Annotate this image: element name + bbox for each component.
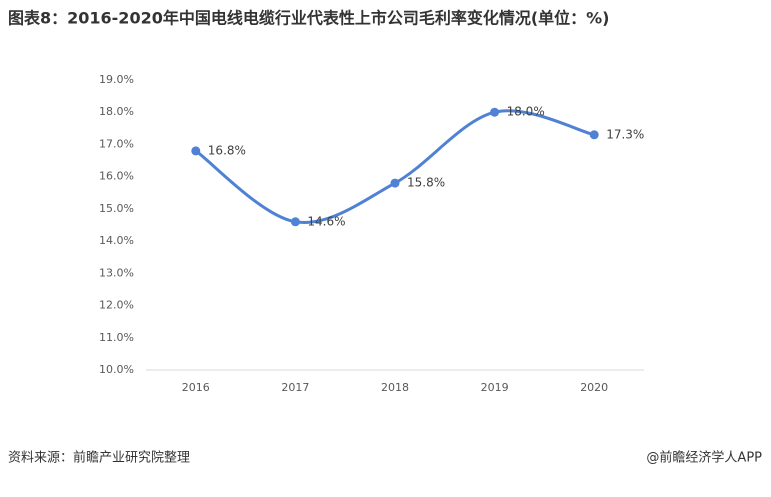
data-label: 18.0% — [507, 105, 545, 119]
source: 资料来源：前瞻产业研究院整理 — [8, 450, 190, 466]
y-tick-label: 18.0% — [99, 105, 134, 118]
x-tick-label: 2016 — [182, 381, 210, 394]
x-tick-label: 2019 — [481, 381, 509, 394]
y-tick-label: 14.0% — [99, 234, 134, 247]
line — [194, 109, 595, 224]
y-tick-label: 17.0% — [99, 137, 134, 150]
x-tick-label: 2020 — [580, 381, 608, 394]
y-tick-label: 19.0% — [99, 73, 134, 86]
x-tick-label: 2018 — [381, 381, 409, 394]
data-label: 15.8% — [407, 176, 445, 190]
point — [390, 178, 400, 188]
y-tick-label: 12.0% — [99, 299, 134, 312]
credit: @前瞻经济学人APP — [646, 450, 762, 466]
y-tick-label: 15.0% — [99, 202, 134, 215]
point — [589, 130, 599, 140]
x-tick-label: 2017 — [281, 381, 309, 394]
y-tick-label: 16.0% — [99, 170, 134, 183]
chart-title: 图表8：2016-2020年中国电线电缆行业代表性上市公司毛利率变化情况(单位：… — [8, 9, 610, 28]
data-label: 17.3% — [606, 127, 644, 141]
data-label: 14.6% — [307, 214, 345, 228]
point — [290, 217, 300, 227]
y-tick-label: 11.0% — [99, 331, 134, 344]
y-tick-label: 10.0% — [99, 363, 134, 376]
data-label: 16.8% — [208, 143, 246, 157]
point — [191, 146, 201, 156]
y-tick-label: 13.0% — [99, 266, 134, 279]
point — [490, 107, 500, 117]
